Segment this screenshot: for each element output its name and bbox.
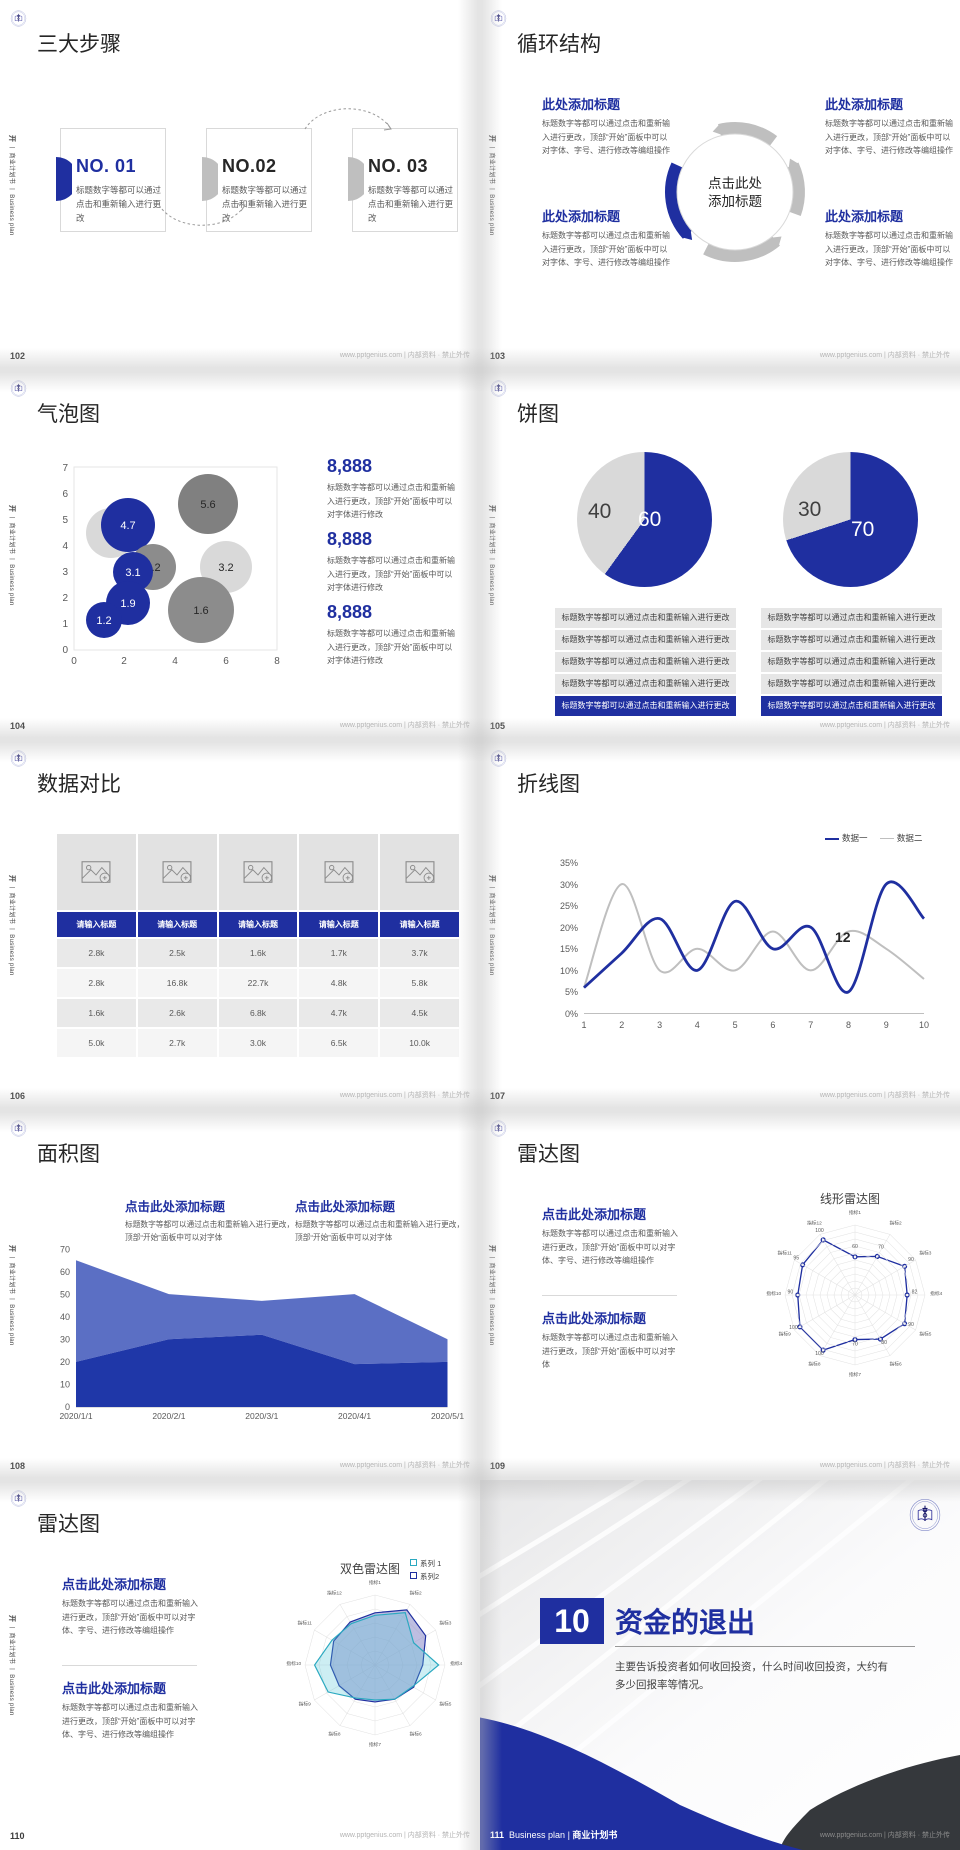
svg-text:90: 90: [908, 1322, 914, 1328]
svg-text:指标1: 指标1: [849, 1209, 862, 1216]
svg-text:2020/3/1: 2020/3/1: [245, 1411, 278, 1421]
svg-text:80: 80: [881, 1340, 887, 1346]
svg-text:0: 0: [62, 645, 68, 656]
svg-text:5%: 5%: [565, 987, 578, 997]
svg-text:12: 12: [835, 929, 851, 945]
svg-text:70: 70: [60, 1245, 70, 1255]
svg-text:3: 3: [657, 1020, 662, 1030]
svg-text:指标8: 指标8: [808, 1360, 821, 1367]
svg-text:指标3: 指标3: [919, 1249, 932, 1256]
svg-text:4: 4: [172, 656, 178, 667]
svg-text:35%: 35%: [560, 858, 578, 868]
svg-text:指标5: 指标5: [439, 1701, 452, 1708]
svg-text:指标7: 指标7: [369, 1741, 382, 1748]
svg-text:指标9: 指标9: [299, 1701, 312, 1708]
svg-text:3: 3: [62, 567, 68, 578]
svg-text:1.6: 1.6: [193, 605, 208, 617]
svg-text:15%: 15%: [560, 944, 578, 954]
svg-text:4: 4: [695, 1020, 700, 1030]
svg-text:指标4: 指标4: [930, 1290, 943, 1297]
svg-text:6: 6: [62, 489, 68, 500]
svg-text:指标8: 指标8: [328, 1730, 341, 1737]
svg-text:50: 50: [60, 1290, 70, 1300]
svg-text:指标5: 指标5: [919, 1331, 932, 1338]
svg-text:点击此处: 点击此处: [708, 176, 762, 191]
svg-text:指标2: 指标2: [410, 1590, 423, 1597]
svg-text:5.6: 5.6: [200, 499, 215, 511]
svg-text:10%: 10%: [560, 966, 578, 976]
svg-text:1: 1: [581, 1020, 586, 1030]
svg-text:100: 100: [815, 1351, 824, 1357]
svg-text:1: 1: [62, 619, 68, 630]
svg-text:指标6: 指标6: [410, 1730, 423, 1737]
svg-text:25%: 25%: [560, 901, 578, 911]
svg-text:40: 40: [60, 1312, 70, 1322]
svg-text:2: 2: [62, 593, 68, 604]
svg-text:5: 5: [62, 515, 68, 526]
svg-text:0: 0: [71, 656, 77, 667]
svg-text:2020/5/1: 2020/5/1: [431, 1411, 464, 1421]
svg-text:指标6: 指标6: [890, 1360, 903, 1367]
svg-text:2020/4/1: 2020/4/1: [338, 1411, 371, 1421]
svg-text:3.2: 3.2: [218, 562, 233, 574]
svg-text:4: 4: [62, 541, 68, 552]
svg-text:70: 70: [878, 1245, 884, 1251]
svg-text:指标4: 指标4: [450, 1660, 463, 1667]
svg-text:90: 90: [908, 1257, 914, 1263]
svg-text:1.9: 1.9: [120, 598, 135, 610]
svg-text:30%: 30%: [560, 880, 578, 890]
svg-text:6: 6: [223, 656, 229, 667]
svg-text:70: 70: [852, 1341, 858, 1347]
svg-text:30: 30: [60, 1335, 70, 1345]
svg-text:7: 7: [62, 463, 68, 474]
svg-text:5: 5: [733, 1020, 738, 1030]
svg-text:7: 7: [808, 1020, 813, 1030]
svg-text:0%: 0%: [565, 1009, 578, 1019]
svg-text:82: 82: [912, 1290, 918, 1296]
svg-text:60: 60: [852, 1244, 858, 1250]
svg-text:指标12: 指标12: [807, 1220, 822, 1227]
svg-text:添加标题: 添加标题: [708, 194, 762, 209]
svg-text:4.7: 4.7: [120, 520, 135, 532]
svg-text:60: 60: [60, 1267, 70, 1277]
svg-text:20: 20: [60, 1357, 70, 1367]
svg-text:100: 100: [789, 1325, 798, 1331]
svg-text:指标7: 指标7: [849, 1371, 862, 1378]
svg-text:指标3: 指标3: [439, 1619, 452, 1626]
svg-text:6: 6: [770, 1020, 775, 1030]
svg-text:指标10: 指标10: [286, 1660, 301, 1667]
svg-text:指标12: 指标12: [327, 1590, 342, 1597]
svg-text:2020/2/1: 2020/2/1: [152, 1411, 185, 1421]
svg-text:9: 9: [884, 1020, 889, 1030]
svg-text:10: 10: [919, 1020, 929, 1030]
svg-text:2: 2: [619, 1020, 624, 1030]
svg-text:2: 2: [121, 656, 127, 667]
svg-text:100: 100: [815, 1228, 824, 1234]
svg-text:20%: 20%: [560, 923, 578, 933]
svg-text:指标11: 指标11: [777, 1249, 792, 1256]
svg-text:指标2: 指标2: [890, 1220, 903, 1227]
svg-text:1.2: 1.2: [96, 615, 111, 627]
svg-text:95: 95: [793, 1256, 799, 1262]
svg-text:指标1: 指标1: [369, 1579, 382, 1586]
svg-text:8: 8: [846, 1020, 851, 1030]
svg-text:2020/1/1: 2020/1/1: [59, 1411, 92, 1421]
svg-text:指标9: 指标9: [779, 1331, 792, 1338]
svg-text:指标11: 指标11: [297, 1619, 312, 1626]
svg-text:90: 90: [788, 1290, 794, 1296]
svg-text:指标10: 指标10: [766, 1290, 781, 1297]
svg-text:3.1: 3.1: [125, 567, 140, 579]
svg-text:8: 8: [274, 656, 280, 667]
svg-text:10: 10: [60, 1380, 70, 1390]
